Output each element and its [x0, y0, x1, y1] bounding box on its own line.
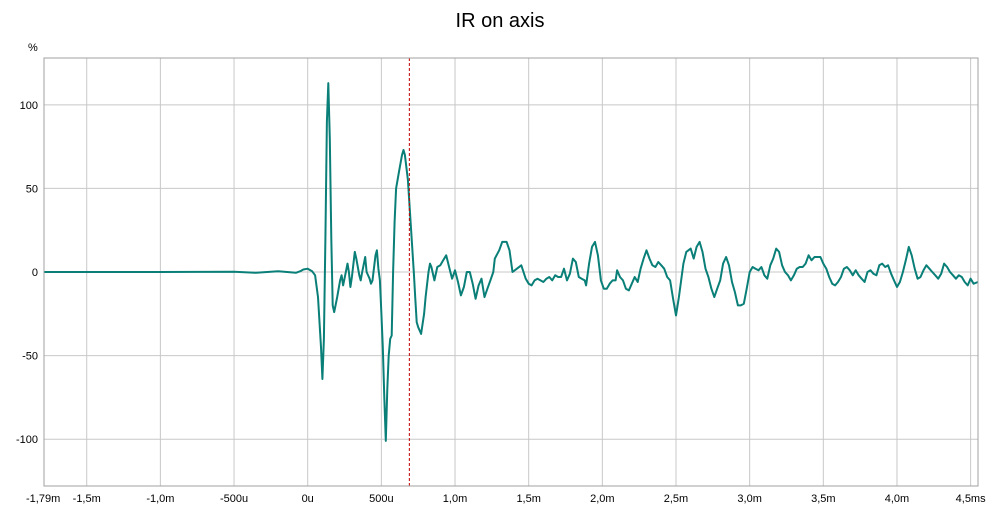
y-axis-unit-label: %	[28, 42, 38, 54]
x-tick-label: 0u	[302, 493, 314, 505]
x-tick-label: 3,0m	[737, 493, 761, 505]
x-tick-label: -1,5m	[73, 493, 101, 505]
x-tick-label: 1,5m	[516, 493, 540, 505]
x-tick-label: 1,0m	[443, 493, 467, 505]
series-group	[44, 82, 979, 442]
y-tick-label: 100	[20, 100, 38, 112]
x-tick-label: -1,0m	[146, 493, 174, 505]
x-tick-label: 4,0m	[885, 493, 909, 505]
x-tick-label: 2,0m	[590, 493, 614, 505]
y-tick-label: 0	[32, 267, 38, 279]
y-tick-labels: 100 50 0 -50 -100	[16, 100, 38, 446]
plot-frame	[43, 57, 979, 487]
y-tick-label: 50	[26, 183, 38, 195]
x-tick-label: 2,5m	[664, 493, 688, 505]
x-tick-label: -1,79m	[26, 493, 60, 505]
y-tick-label: -50	[22, 351, 38, 363]
x-tick-label: 4,5ms	[956, 493, 986, 505]
chart-title: IR on axis	[455, 10, 545, 32]
x-tick-label: 3,5m	[811, 493, 835, 505]
x-tick-label: -500u	[220, 493, 248, 505]
x-tick-label: 500u	[369, 493, 393, 505]
y-tick-label: -100	[16, 434, 38, 446]
ir-series-line	[44, 82, 979, 442]
x-tick-labels: -1,79m -1,5m -1,0m -500u 0u 500u 1,0m 1,5m 2,0m 2…	[26, 493, 986, 505]
